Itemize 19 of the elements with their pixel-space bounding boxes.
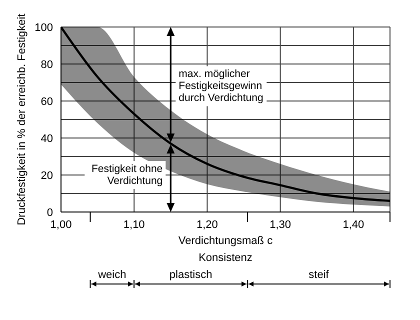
y-tick-label: 100 [34,22,53,34]
x-axis-title: Verdichtungsmaß c [178,235,274,247]
y-tick-label: 0 [46,206,53,219]
x-tick-label: 1,40 [342,218,364,231]
y-axis-title: Druckfestigkeit in % der erreichb. Festigkeit [16,14,28,226]
annotation: Festigkeit ohne Verdichtung [91,163,163,187]
text: Konsistenz [198,252,252,264]
text: plastisch [169,269,212,281]
y-tick-label: 60 [40,96,53,108]
text: weich [97,269,126,281]
y-tick-label: 20 [40,170,53,182]
x-tick-label: 1,20 [196,218,218,231]
x-tick-label: 1,10 [123,218,145,231]
y-tick-label: 40 [40,132,53,145]
text: steif [308,269,330,281]
x-tick-label: 1,30 [270,218,292,231]
annotation: max. möglicher Festigkeitsgewinn durch Verdichtung [178,68,264,104]
y-tick-label: 80 [40,58,53,71]
x-tick-label: 1,00 [50,218,72,231]
